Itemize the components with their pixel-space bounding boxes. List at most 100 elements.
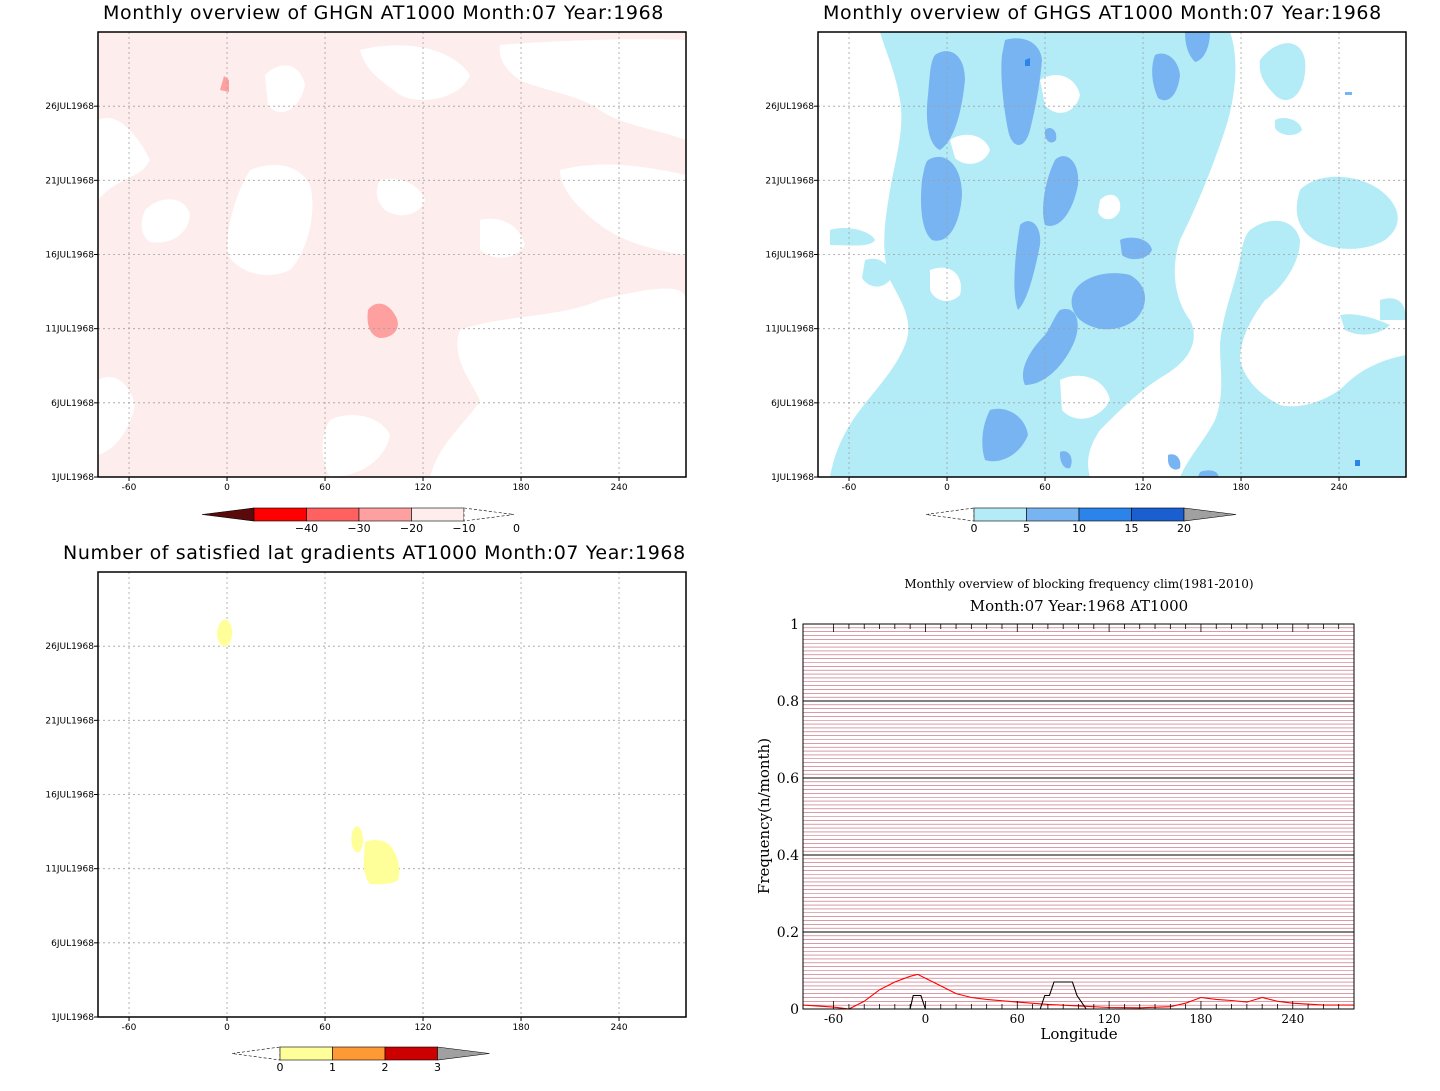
colorbar-segment xyxy=(306,507,360,522)
ghgs-title: Monthly overview of GHGS AT1000 Month:07… xyxy=(823,2,1382,24)
colorbar-label: −30 xyxy=(347,522,370,535)
lon-tick-label: 240 xyxy=(610,483,627,493)
ghgn-contour-blob xyxy=(367,303,398,338)
lon-tick-label: 240 xyxy=(1330,483,1347,493)
chart-subtitle: Month:07 Year:1968 AT1000 xyxy=(970,597,1188,615)
x-axis-label: Longitude xyxy=(1040,1025,1117,1043)
colorbar-arrow-high xyxy=(1183,507,1237,522)
colorbar-segment xyxy=(358,507,412,522)
colorbar-arrow-low xyxy=(925,507,975,522)
chart-ticks: -60 0 60 120 180 240 0 0.2 0.4 0.6 0.8 1 xyxy=(777,617,1340,1026)
colorbar-label: 3 xyxy=(434,1061,441,1074)
lon-tick-label: 0 xyxy=(224,1023,230,1033)
colorbar-label: 10 xyxy=(1072,522,1086,535)
y-tick-label: 0.8 xyxy=(777,694,799,710)
y-tick-label: 0.6 xyxy=(777,771,799,787)
date-tick-label: 16JUL1968 xyxy=(45,791,94,801)
lon-tick-label: 0 xyxy=(224,483,230,493)
lon-tick-label: 0 xyxy=(944,483,950,493)
date-tick-label: 16JUL1968 xyxy=(765,251,814,261)
y-tick-label: 0 xyxy=(790,1002,799,1018)
x-tick-label: 120 xyxy=(1098,1012,1121,1026)
lon-tick-label: 240 xyxy=(610,1023,627,1033)
colorbar-segment xyxy=(279,1046,333,1061)
blocking-chart: Monthly overview of blocking frequency c… xyxy=(755,577,1355,1043)
chart-lines xyxy=(802,973,1354,1010)
colorbar-arrow-low xyxy=(231,1046,281,1061)
x-tick-label: 0 xyxy=(922,1012,930,1026)
date-tick-label: 21JUL1968 xyxy=(45,176,94,186)
date-tick-label: 1JUL1968 xyxy=(51,473,94,483)
colorbar-label: 0 xyxy=(277,1061,284,1074)
date-tick-label: 6JUL1968 xyxy=(51,399,94,409)
colorbar-segment xyxy=(411,507,465,522)
colorbar-label: 2 xyxy=(382,1061,389,1074)
lon-tick-label: 120 xyxy=(1134,483,1151,493)
ghgn-title: Monthly overview of GHGN AT1000 Month:07… xyxy=(103,2,664,24)
date-tick-label: 11JUL1968 xyxy=(765,325,814,335)
date-tick-label: 26JUL1968 xyxy=(765,102,814,112)
colorbar-segment xyxy=(253,507,307,522)
lon-tick-label: 180 xyxy=(1232,483,1249,493)
colorbar-arrow-low xyxy=(201,507,255,522)
chart-title: Monthly overview of blocking frequency c… xyxy=(904,577,1253,591)
ghgs-contours-5 xyxy=(921,32,1219,477)
ghgn-plot: -60 0 60 120 180 240 1JUL1968 6JUL1968 11JUL1968… xyxy=(45,31,687,535)
series-line-0 xyxy=(802,973,1354,1010)
lon-tick-label: 60 xyxy=(1039,483,1051,493)
colorbar-arrow-high xyxy=(437,1046,490,1061)
colorbar-label: −40 xyxy=(295,522,318,535)
series-line-1 xyxy=(803,981,1354,1010)
ghgs-gaps xyxy=(930,75,1121,419)
colorbar-segment xyxy=(332,1046,386,1061)
lon-tick-label: 180 xyxy=(512,1023,529,1033)
colorbar-arrow-high xyxy=(463,507,515,522)
date-tick-label: 26JUL1968 xyxy=(45,102,94,112)
colorbar-label: 15 xyxy=(1125,522,1139,535)
date-tick-label: 1JUL1968 xyxy=(771,473,814,483)
colorbar-label: 20 xyxy=(1177,522,1191,535)
y-tick-label: 0.4 xyxy=(777,848,799,864)
date-tick-label: 26JUL1968 xyxy=(45,642,94,652)
y-tick-label: 0.2 xyxy=(777,925,799,941)
date-tick-label: 16JUL1968 xyxy=(45,251,94,261)
colorbar-label: −20 xyxy=(400,522,423,535)
colorbar-segment xyxy=(1026,507,1080,522)
satisfied-plot: -60 0 60 120 180 2401JUL19686JUL196811JUL1968… xyxy=(45,571,687,1074)
date-tick-label: 1JUL1968 xyxy=(51,1013,94,1023)
colorbar-label: −10 xyxy=(452,522,475,535)
colorbar-label: 0 xyxy=(513,522,520,535)
ghgs-contour-10 xyxy=(1025,58,1030,66)
ghgn-gaps xyxy=(98,39,686,477)
lon-tick-label: -60 xyxy=(122,483,137,493)
colorbar-label: 5 xyxy=(1023,522,1030,535)
satisfied-title: Number of satisfied lat gradients AT1000… xyxy=(63,542,686,564)
x-tick-label: 60 xyxy=(1010,1012,1025,1026)
date-tick-label: 21JUL1968 xyxy=(765,176,814,186)
lon-tick-label: 60 xyxy=(319,1023,331,1033)
y-axis-label: Frequency(n/month) xyxy=(755,738,773,894)
date-tick-label: 11JUL1968 xyxy=(45,325,94,335)
colorbar-segment xyxy=(1131,507,1185,522)
lon-tick-label: -60 xyxy=(842,483,857,493)
y-tick-label: 1 xyxy=(790,617,799,633)
colorbar-segment xyxy=(1078,507,1132,522)
date-tick-label: 21JUL1968 xyxy=(45,716,94,726)
x-tick-label: -60 xyxy=(824,1012,843,1026)
lon-tick-label: 180 xyxy=(512,483,529,493)
lon-tick-label: 60 xyxy=(319,483,331,493)
satisfied-contours xyxy=(217,619,400,885)
x-tick-label: 240 xyxy=(1281,1012,1304,1026)
colorbar-label: 0 xyxy=(971,522,978,535)
date-tick-label: 11JUL1968 xyxy=(45,865,94,875)
colorbar-segment xyxy=(384,1046,438,1061)
lon-tick-label: 120 xyxy=(414,483,431,493)
ghgs-plot: -60 0 60 120 180 240 1JUL1968 6JUL1968 11JUL1968… xyxy=(765,31,1407,535)
x-tick-label: 180 xyxy=(1189,1012,1212,1026)
colorbar-segment xyxy=(973,507,1027,522)
lon-tick-label: -60 xyxy=(122,1023,137,1033)
colorbar-label: 1 xyxy=(329,1061,336,1074)
lon-tick-label: 120 xyxy=(414,1023,431,1033)
chart-grid xyxy=(803,627,1354,1006)
